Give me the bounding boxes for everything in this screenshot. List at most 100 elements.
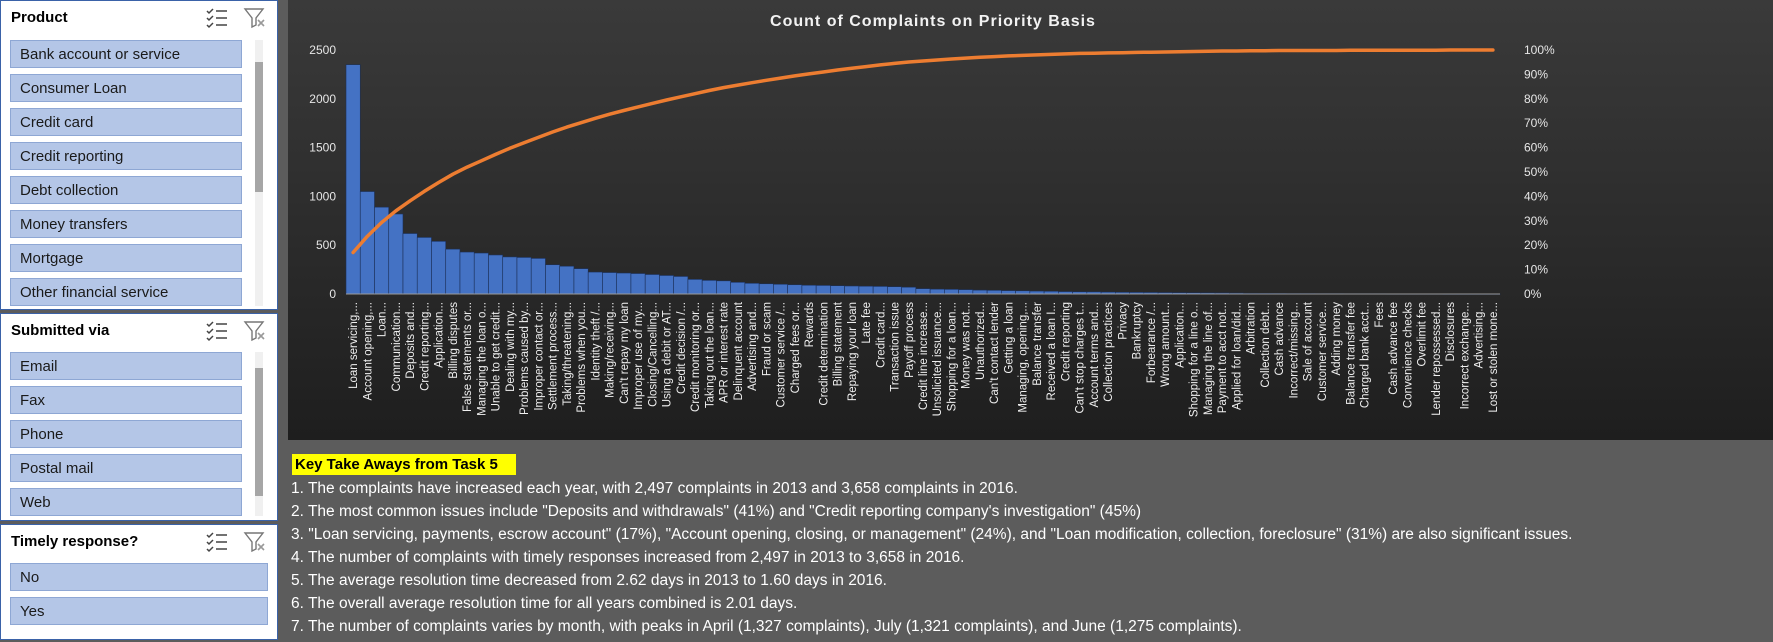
x-axis-category-label: Arbitration [1246, 302, 1258, 354]
x-axis-category-label: Privacy [1117, 302, 1129, 340]
multi-select-icon[interactable] [205, 531, 229, 553]
bar [502, 256, 518, 295]
takeaway-item-2: 2. The most common issues include "Depos… [291, 503, 1142, 520]
bar [587, 271, 603, 295]
slicer-items: Email Fax Phone Postal mail Web [1, 348, 277, 520]
slicer-item-fax[interactable]: Fax [10, 386, 242, 414]
slicer-item-postal-mail[interactable]: Postal mail [10, 454, 242, 482]
slicer-item-bank-account-or-service[interactable]: Bank account or service [10, 40, 242, 68]
scroll-thumb[interactable] [255, 368, 263, 496]
takeaway-item-7: 7. The number of complaints varies by mo… [291, 618, 1242, 635]
x-axis-category-label: Managing the loan o... [476, 302, 488, 416]
slicer-item-debt-collection[interactable]: Debt collection [10, 176, 242, 204]
y2-axis-tick-label: 70% [1524, 116, 1548, 130]
clear-filter-icon[interactable] [243, 320, 267, 342]
bar [901, 286, 917, 295]
slicer-title: Submitted via [11, 322, 110, 339]
slicer-item-credit-card[interactable]: Credit card [10, 108, 242, 136]
bar [516, 257, 532, 295]
x-axis-category-label: Lender repossessed... [1431, 302, 1443, 416]
slicer-item-no[interactable]: No [10, 563, 268, 591]
slicer-item-money-transfers[interactable]: Money transfers [10, 210, 242, 238]
x-axis-category-label: Advertising... [1474, 302, 1486, 368]
slicer-item-credit-reporting[interactable]: Credit reporting [10, 142, 242, 170]
y2-axis-tick-label: 60% [1524, 141, 1548, 155]
x-axis-category-label: Charged bank acct... [1360, 302, 1372, 408]
slicer-item-email[interactable]: Email [10, 352, 242, 380]
slicer-item-other-financial-service[interactable]: Other financial service [10, 278, 242, 306]
x-axis-category-label: Deposits and... [405, 302, 417, 379]
x-axis-category-label: Making/receiving... [605, 302, 617, 398]
x-axis-category-label: Credit decision /... [676, 302, 688, 394]
bar [744, 282, 760, 295]
x-axis-category-label: Credit reporting... [419, 302, 431, 391]
x-axis-category-label: Credit card... [875, 302, 887, 368]
bar [716, 280, 731, 295]
bar [530, 258, 546, 295]
clear-filter-icon[interactable] [243, 531, 267, 553]
bar [1001, 290, 1016, 295]
x-axis-category-label: Unable to get credit... [491, 302, 503, 411]
bar [545, 264, 561, 295]
x-axis-category-label: Money was not... [961, 302, 973, 389]
x-axis-category-label: Credit reporting [1060, 302, 1072, 381]
bar [573, 268, 589, 295]
slicer-title: Product [11, 9, 68, 26]
y2-axis-tick-label: 10% [1524, 263, 1548, 277]
bar [687, 279, 703, 295]
x-axis-category-label: Unauthorized... [975, 302, 987, 380]
slicer-item-phone[interactable]: Phone [10, 420, 242, 448]
slicer-item-mortgage[interactable]: Mortgage [10, 244, 242, 272]
x-axis-category-label: Advertising and... [747, 302, 759, 391]
slicer-scrollbar[interactable] [255, 352, 263, 516]
y-axis-tick-label: 0 [329, 287, 336, 301]
bar [915, 288, 931, 295]
x-axis-category-label: Using a debit or AT... [662, 302, 674, 407]
x-axis-category-label: Payoff process [904, 302, 916, 378]
x-axis-category-label: Billing disputes [448, 302, 460, 379]
slicer-item-yes[interactable]: Yes [10, 597, 268, 625]
x-axis-category-label: Rewards [804, 302, 816, 348]
multi-select-icon[interactable] [205, 7, 229, 29]
takeaway-item-6: 6. The overall average resolution time f… [291, 595, 798, 612]
x-axis-category-label: Application... [434, 302, 446, 368]
x-axis-category-label: Closing/Cancelling... [647, 302, 659, 407]
y2-axis-tick-label: 20% [1524, 238, 1548, 252]
x-axis-category-label: Overlimit fee [1417, 302, 1429, 367]
bar [929, 288, 945, 295]
takeaways-title: Key Take Aways from Task 5 [292, 454, 516, 475]
multi-select-icon[interactable] [205, 320, 229, 342]
x-axis-category-label: Balance transfer fee [1345, 302, 1357, 405]
x-axis-category-label: Delinquent account [733, 301, 745, 400]
y-axis-tick-label: 1500 [309, 141, 336, 155]
bar [787, 284, 803, 295]
bar [801, 284, 817, 295]
y-axis-tick-label: 2000 [309, 92, 336, 106]
bar [872, 286, 888, 295]
slicer-title: Timely response? [11, 533, 139, 550]
clear-filter-icon[interactable] [243, 7, 267, 29]
slicer-item-consumer-loan[interactable]: Consumer Loan [10, 74, 242, 102]
x-axis-category-label: Shopping for a loan... [946, 302, 958, 411]
slicer-items: No Yes [1, 559, 277, 639]
x-axis-category-label: Transaction issue [890, 302, 902, 392]
y2-axis-tick-label: 50% [1524, 165, 1548, 179]
x-axis-category-label: Collection debt... [1260, 302, 1272, 388]
bar [858, 285, 874, 295]
bar [773, 283, 788, 295]
pareto-chart: Count of Complaints on Priority Basis 0 50… [288, 0, 1773, 440]
x-axis-category-label: Payment to acct not... [1217, 302, 1229, 413]
bar [972, 289, 988, 295]
chart-canvas: Count of Complaints on Priority Basis 0 50… [309, 13, 1555, 417]
x-axis-category-label: Account opening,... [362, 302, 374, 400]
x-axis-category-label: Wrong amount... [1160, 302, 1172, 387]
x-axis-category-label: Charged fees or... [790, 302, 802, 393]
slicer-item-web[interactable]: Web [10, 488, 242, 516]
scroll-thumb[interactable] [255, 62, 263, 192]
x-axis-category-label: Sale of account [1303, 301, 1315, 381]
x-axis-category-label: Collection practices [1103, 302, 1115, 402]
bar [445, 248, 461, 295]
x-axis-category-label: Taking/threatening... [562, 302, 574, 406]
slicer-scrollbar[interactable] [255, 40, 263, 306]
bar [559, 265, 575, 295]
